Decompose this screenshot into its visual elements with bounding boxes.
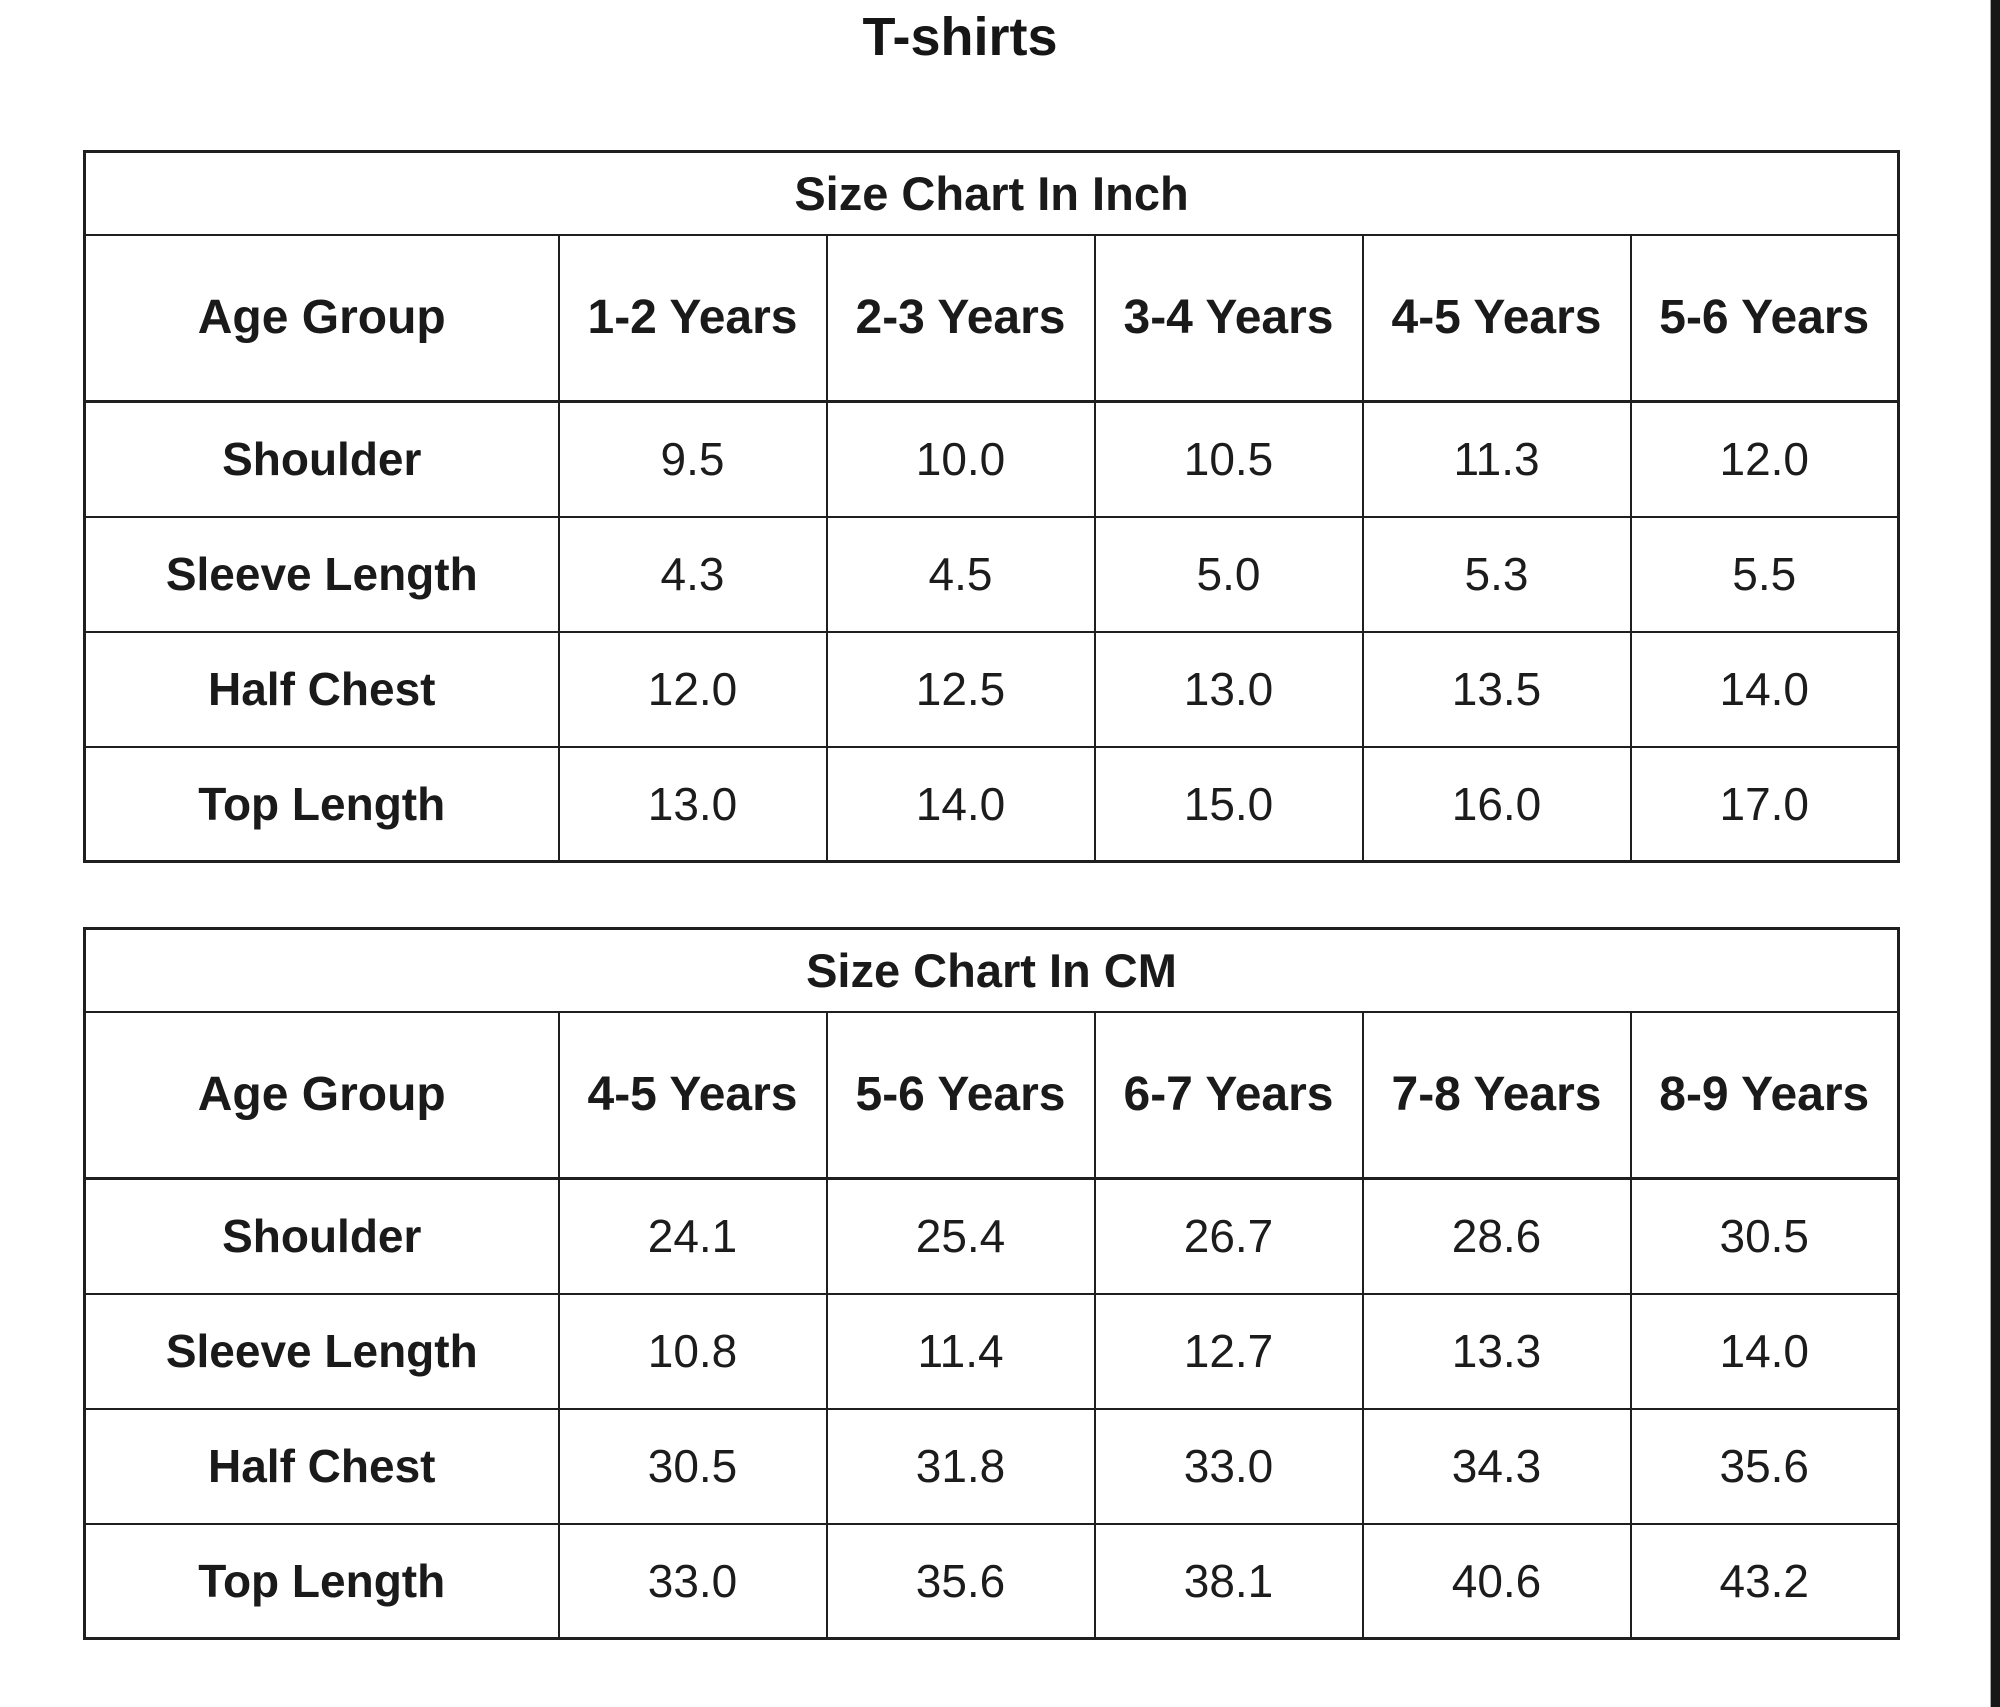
right-edge-strip [1990, 0, 2000, 1707]
cell-value: 24.1 [557, 1177, 828, 1295]
table-row: Sleeve Length 10.8 11.4 12.7 13.3 14.0 [83, 1292, 1900, 1410]
row-label: Sleeve Length [83, 1292, 560, 1410]
cell-value: 4.3 [557, 515, 828, 633]
column-header: 1-2 Years [557, 233, 828, 403]
cell-value: 13.3 [1361, 1292, 1632, 1410]
age-group-header: Age Group [83, 1010, 560, 1180]
size-chart-cm-table: Size Chart In CM Age Group 4-5 Years 5-6… [83, 927, 1900, 1640]
column-header: 8-9 Years [1629, 1010, 1900, 1180]
row-label: Half Chest [83, 630, 560, 748]
cell-value: 13.0 [1093, 630, 1364, 748]
table-row: Shoulder 24.1 25.4 26.7 28.6 30.5 [83, 1177, 1900, 1295]
cell-value: 12.7 [1093, 1292, 1364, 1410]
column-header: 7-8 Years [1361, 1010, 1632, 1180]
cell-value: 12.0 [1629, 400, 1900, 518]
cell-value: 43.2 [1629, 1522, 1900, 1640]
column-header: 2-3 Years [825, 233, 1096, 403]
row-label: Top Length [83, 745, 560, 863]
cell-value: 15.0 [1093, 745, 1364, 863]
cell-value: 35.6 [825, 1522, 1096, 1640]
cell-value: 11.3 [1361, 400, 1632, 518]
table-row: Shoulder 9.5 10.0 10.5 11.3 12.0 [83, 400, 1900, 518]
cell-value: 5.3 [1361, 515, 1632, 633]
age-group-header: Age Group [83, 233, 560, 403]
cell-value: 26.7 [1093, 1177, 1364, 1295]
cell-value: 17.0 [1629, 745, 1900, 863]
table-row: Top Length 33.0 35.6 38.1 40.6 43.2 [83, 1522, 1900, 1640]
cell-value: 5.5 [1629, 515, 1900, 633]
cell-value: 11.4 [825, 1292, 1096, 1410]
cell-value: 38.1 [1093, 1522, 1364, 1640]
column-header: 4-5 Years [557, 1010, 828, 1180]
cell-value: 13.5 [1361, 630, 1632, 748]
cell-value: 28.6 [1361, 1177, 1632, 1295]
cell-value: 4.5 [825, 515, 1096, 633]
cell-value: 12.0 [557, 630, 828, 748]
column-header: 6-7 Years [1093, 1010, 1364, 1180]
cell-value: 12.5 [825, 630, 1096, 748]
row-label: Top Length [83, 1522, 560, 1640]
cell-value: 9.5 [557, 400, 828, 518]
table-row: Top Length 13.0 14.0 15.0 16.0 17.0 [83, 745, 1900, 863]
row-label: Half Chest [83, 1407, 560, 1525]
age-group-row: Age Group 1-2 Years 2-3 Years 3-4 Years … [83, 233, 1900, 403]
cell-value: 14.0 [1629, 1292, 1900, 1410]
table-row: Sleeve Length 4.3 4.5 5.0 5.3 5.5 [83, 515, 1900, 633]
cell-value: 33.0 [557, 1522, 828, 1640]
table-title: Size Chart In Inch [83, 150, 1900, 236]
cell-value: 10.8 [557, 1292, 828, 1410]
cell-value: 16.0 [1361, 745, 1632, 863]
cell-value: 25.4 [825, 1177, 1096, 1295]
cell-value: 40.6 [1361, 1522, 1632, 1640]
cell-value: 31.8 [825, 1407, 1096, 1525]
cell-value: 34.3 [1361, 1407, 1632, 1525]
row-label: Shoulder [83, 400, 560, 518]
cell-value: 5.0 [1093, 515, 1364, 633]
table-row: Half Chest 30.5 31.8 33.0 34.3 35.6 [83, 1407, 1900, 1525]
column-header: 4-5 Years [1361, 233, 1632, 403]
cell-value: 10.5 [1093, 400, 1364, 518]
column-header: 5-6 Years [1629, 233, 1900, 403]
page-title: T-shirts [862, 7, 1058, 67]
table-title: Size Chart In CM [83, 927, 1900, 1013]
cell-value: 13.0 [557, 745, 828, 863]
column-header: 3-4 Years [1093, 233, 1364, 403]
cell-value: 30.5 [557, 1407, 828, 1525]
column-header: 5-6 Years [825, 1010, 1096, 1180]
age-group-row: Age Group 4-5 Years 5-6 Years 6-7 Years … [83, 1010, 1900, 1180]
cell-value: 33.0 [1093, 1407, 1364, 1525]
cell-value: 35.6 [1629, 1407, 1900, 1525]
cell-value: 14.0 [1629, 630, 1900, 748]
row-label: Sleeve Length [83, 515, 560, 633]
table-title-row: Size Chart In CM [83, 927, 1900, 1013]
cell-value: 30.5 [1629, 1177, 1900, 1295]
table-row: Half Chest 12.0 12.5 13.0 13.5 14.0 [83, 630, 1900, 748]
size-chart-inch-table: Size Chart In Inch Age Group 1-2 Years 2… [83, 150, 1900, 863]
row-label: Shoulder [83, 1177, 560, 1295]
cell-value: 14.0 [825, 745, 1096, 863]
table-title-row: Size Chart In Inch [83, 150, 1900, 236]
cell-value: 10.0 [825, 400, 1096, 518]
